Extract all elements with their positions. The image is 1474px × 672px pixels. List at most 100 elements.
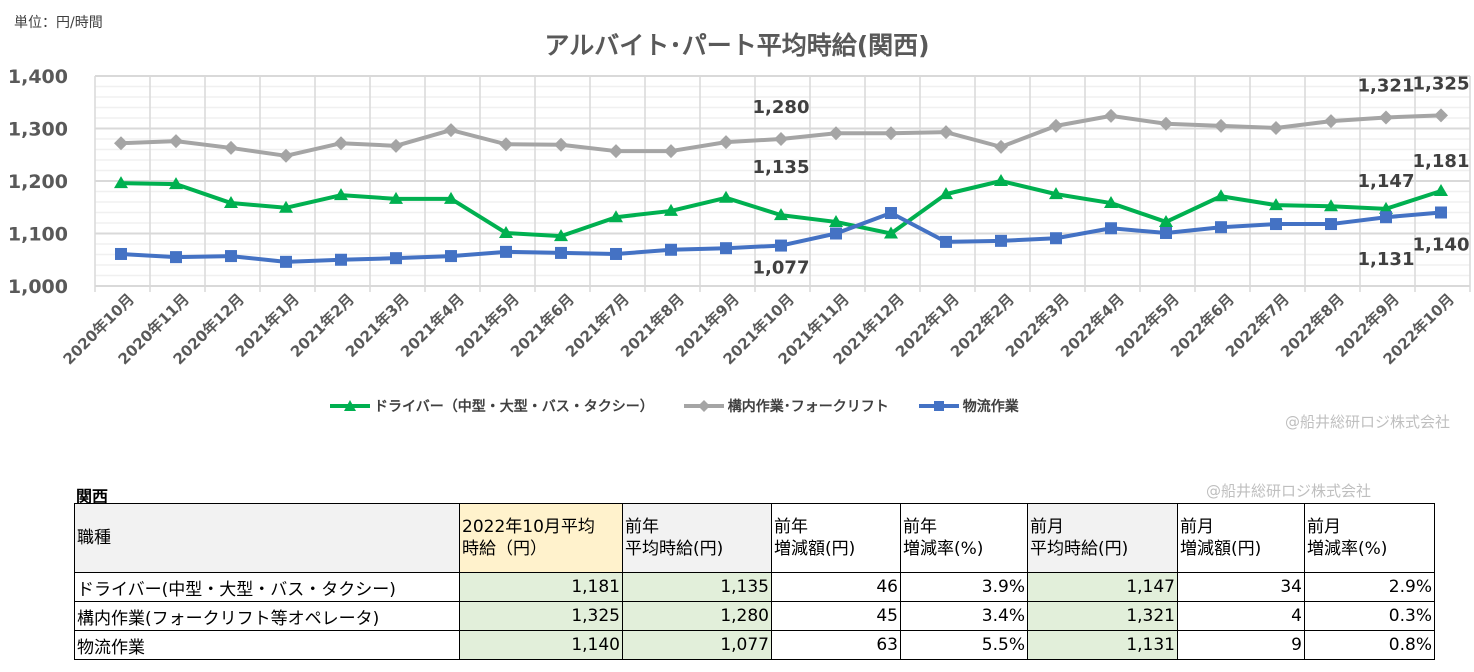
table-cell: 34 [1177, 572, 1305, 602]
data-point [444, 191, 458, 204]
column-header: 前年平均時給(円) [622, 503, 772, 573]
data-point [884, 126, 898, 141]
column-header: 2022年10月平均時給（円） [459, 503, 623, 573]
data-point [499, 225, 513, 238]
data-point [1049, 187, 1063, 200]
data-point [1324, 114, 1338, 129]
header-wrap-spacer [1067, 516, 1175, 538]
header-text-wrap: 前月平均時給(円) [1030, 516, 1175, 560]
data-point [609, 210, 623, 223]
data-point [1434, 183, 1448, 196]
header-wrap-spacer [1217, 516, 1302, 538]
header-wrap-spacer [1344, 516, 1432, 538]
data-point [720, 242, 732, 255]
data-point [885, 207, 897, 220]
data-label: 1,325 [1413, 73, 1470, 94]
data-point [555, 246, 567, 259]
data-point [280, 255, 292, 268]
header-text-wrap: 前月増減率(%) [1307, 516, 1432, 560]
data-point [1214, 118, 1228, 133]
table-row: 物流作業 1,140 1,077 63 5.5% 1,131 9 0.8% [74, 630, 1435, 660]
data-point [664, 144, 678, 159]
data-point [444, 123, 458, 138]
data-point [1434, 108, 1448, 123]
data-point [774, 132, 788, 146]
table-cell: 2.9% [1304, 572, 1435, 602]
data-point [389, 191, 403, 204]
table-cell: 1,321 [1027, 601, 1178, 631]
data-point [1104, 108, 1118, 123]
legend-item-driver: ドライバー（中型・大型・バス・タクシー） [330, 396, 654, 416]
header-text: 職種 [77, 528, 111, 548]
data-point [775, 239, 787, 252]
data-point [665, 243, 677, 256]
data-point [389, 138, 403, 153]
data-point [1214, 189, 1228, 202]
column-header: 前月平均時給(円) [1027, 503, 1178, 573]
column-header: 前年増減額(円) [771, 503, 901, 573]
data-label: 1,321 [1358, 75, 1415, 96]
data-point [224, 140, 238, 155]
data-point [939, 125, 953, 140]
data-point [279, 200, 293, 213]
header-text-wrap: 前年平均時給(円) [625, 516, 769, 560]
table-region-title: 関西 [76, 487, 109, 506]
data-point [1270, 218, 1282, 231]
data-point [1049, 118, 1063, 133]
header-text: 前年平均時給(円) [625, 517, 724, 559]
data-point [939, 187, 953, 200]
table-cell: 構内作業(フォークリフト等オペレータ) [74, 601, 460, 631]
data-point [940, 235, 952, 248]
y-tick-label: 1,200 [8, 171, 68, 193]
header-wrap-spacer [662, 516, 769, 538]
data-point [169, 134, 183, 149]
data-point [1159, 116, 1173, 131]
header-wrap-spacer [598, 516, 620, 538]
y-tick-label: 1,000 [8, 276, 68, 298]
header-text: 前年増減率(%) [903, 517, 984, 559]
header-text: 前月平均時給(円) [1030, 517, 1129, 559]
data-point [719, 190, 733, 203]
legend-item-forklift: 構内作業･フォークリフト [683, 396, 889, 416]
unit-label: 単位：円/時間 [14, 15, 103, 31]
data-point [1215, 221, 1227, 234]
data-point [334, 188, 348, 201]
legend-label: ドライバー（中型・大型・バス・タクシー） [374, 399, 654, 415]
header-wrap-spacer [940, 516, 1025, 538]
table-row: ドライバー(中型・大型・バス・タクシー) 1,181 1,135 46 3.9% 1,14… [74, 572, 1435, 602]
data-point [1104, 196, 1118, 209]
data-point [169, 177, 183, 190]
triangle-marker-icon [330, 400, 370, 411]
data-point [115, 247, 127, 260]
wage-table: 職種 2022年10月平均時給（円） 前年平均時給(円) 前年増減額(円) 前年増減率(… [74, 503, 1435, 660]
data-point [830, 227, 842, 240]
table-cell: 1,280 [622, 601, 772, 631]
data-point [610, 247, 622, 260]
data-point [1105, 222, 1117, 235]
table-cell: 1,325 [459, 601, 623, 631]
data-point [334, 136, 348, 151]
data-point [1269, 120, 1283, 135]
header-text-wrap: 職種 [77, 527, 457, 549]
chart-title: アルバイト･パート平均時給(関西) [544, 31, 930, 60]
data-point [554, 137, 568, 152]
table-cell: 1,131 [1027, 630, 1178, 660]
copyright: @船井総研ロジ株式会社 [1206, 482, 1372, 500]
y-tick-label: 1,100 [8, 224, 68, 246]
data-point [1380, 211, 1392, 224]
data-point [445, 250, 457, 263]
table-row: 構内作業(フォークリフト等オペレータ) 1,325 1,280 45 3.4% 1,321… [74, 601, 1435, 631]
data-point [719, 135, 733, 150]
data-point [994, 174, 1008, 186]
line-chart: 1,0001,1001,2001,3001,4002020年10月2020年11… [8, 66, 1471, 368]
table-cell: 物流作業 [74, 630, 460, 660]
header-text-wrap: 前月増減額(円) [1180, 516, 1302, 560]
header-text-wrap: 前年増減額(円) [774, 516, 898, 560]
data-point [664, 203, 678, 216]
data-point [114, 176, 128, 189]
copyright: @船井総研ロジ株式会社 [1284, 413, 1450, 431]
data-label: 1,181 [1413, 151, 1470, 172]
table-cell: ドライバー(中型・大型・バス・タクシー) [74, 572, 460, 602]
legend: ドライバー（中型・大型・バス・タクシー） 構内作業･フォークリフト 物流作業 [330, 396, 1019, 416]
diamond-marker-icon [683, 400, 724, 412]
